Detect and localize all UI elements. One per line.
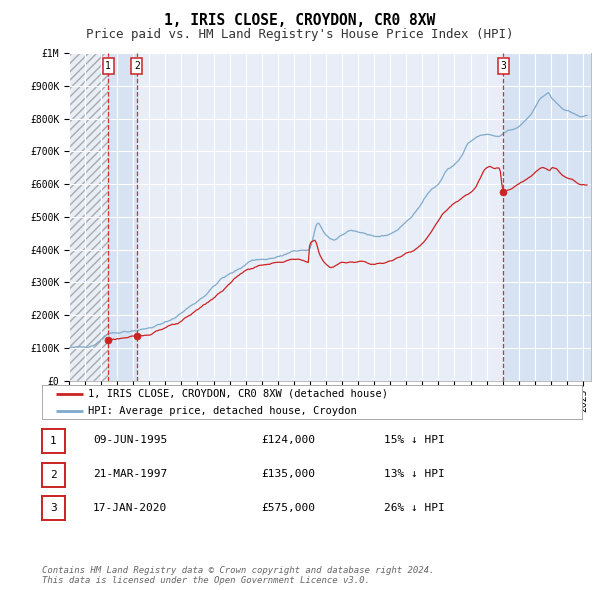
Text: Contains HM Land Registry data © Crown copyright and database right 2024.
This d: Contains HM Land Registry data © Crown c… — [42, 566, 434, 585]
Text: 09-JUN-1995: 09-JUN-1995 — [93, 435, 167, 445]
Text: 1: 1 — [50, 436, 57, 446]
Text: 1: 1 — [105, 61, 111, 71]
Bar — [503, 53, 591, 381]
Text: Price paid vs. HM Land Registry's House Price Index (HPI): Price paid vs. HM Land Registry's House … — [86, 28, 514, 41]
Text: £575,000: £575,000 — [261, 503, 315, 513]
Text: 2: 2 — [50, 470, 57, 480]
Text: 3: 3 — [500, 61, 506, 71]
Bar — [69, 53, 108, 381]
Text: 3: 3 — [50, 503, 57, 513]
Text: 1, IRIS CLOSE, CROYDON, CR0 8XW (detached house): 1, IRIS CLOSE, CROYDON, CR0 8XW (detache… — [88, 389, 388, 399]
Text: 21-MAR-1997: 21-MAR-1997 — [93, 469, 167, 479]
Text: 2: 2 — [134, 61, 140, 71]
Text: 13% ↓ HPI: 13% ↓ HPI — [384, 469, 445, 479]
Text: £135,000: £135,000 — [261, 469, 315, 479]
Text: 1, IRIS CLOSE, CROYDON, CR0 8XW: 1, IRIS CLOSE, CROYDON, CR0 8XW — [164, 13, 436, 28]
Text: HPI: Average price, detached house, Croydon: HPI: Average price, detached house, Croy… — [88, 407, 356, 417]
Bar — [69, 53, 108, 381]
Text: 17-JAN-2020: 17-JAN-2020 — [93, 503, 167, 513]
Text: 15% ↓ HPI: 15% ↓ HPI — [384, 435, 445, 445]
Bar — [108, 53, 137, 381]
Text: £124,000: £124,000 — [261, 435, 315, 445]
Text: 26% ↓ HPI: 26% ↓ HPI — [384, 503, 445, 513]
